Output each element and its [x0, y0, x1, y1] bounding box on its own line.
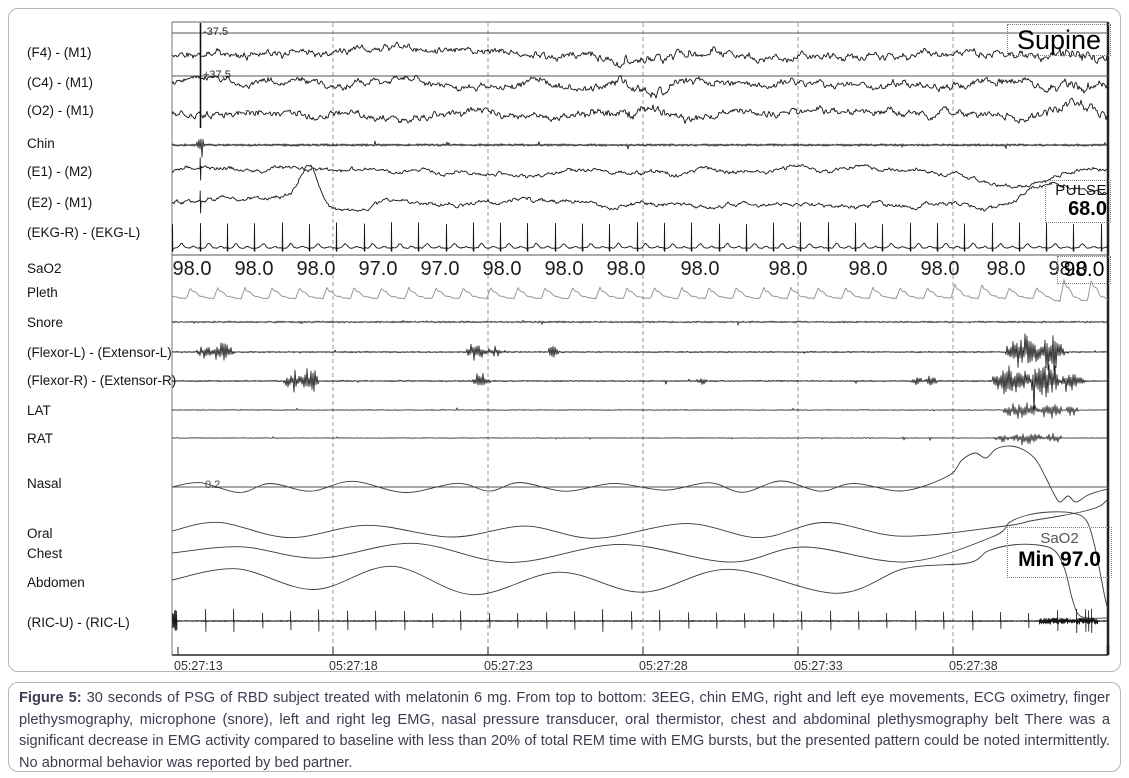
- sao2-value: 97.0: [358, 258, 398, 280]
- trace-path: [172, 445, 1108, 503]
- channel-label: SaO2: [27, 261, 62, 276]
- sao2-value: 98.0: [986, 258, 1026, 280]
- trace-path: [172, 498, 1108, 539]
- sao2-value: 98.0: [1048, 258, 1088, 280]
- sao2-value: 98.0: [606, 258, 646, 280]
- time-tick-label: 05:27:23: [484, 659, 533, 673]
- channel-label: (C4) - (M1): [27, 75, 93, 90]
- figure-caption: Figure 5: 30 seconds of PSG of RBD subje…: [19, 688, 1110, 774]
- sao2-min-value: Min 97.0: [1018, 548, 1101, 571]
- pulse-value: 68.0: [1068, 198, 1107, 220]
- sao2-min-label: SaO2: [1040, 530, 1079, 547]
- psg-figure-card: (F4) - (M1) (C4) - (M1) (O2) - (M1) Chin (E1…: [8, 8, 1121, 672]
- sao2-current-badge: 98.0: [1057, 256, 1111, 284]
- nasal-reference-label: 0.2: [205, 479, 221, 491]
- trace-path: [172, 41, 1108, 69]
- pulse-badge: PULSE 68.0: [1045, 180, 1111, 223]
- trace-path: [172, 319, 1108, 326]
- trace-group: [172, 41, 1108, 634]
- sao2-value: 98.0: [920, 258, 960, 280]
- channel-label: (E1) - (M2): [27, 164, 93, 179]
- channel-label: Oral: [27, 526, 53, 541]
- sao2-value: 98.0: [848, 258, 888, 280]
- time-tick-label: 05:27:38: [949, 659, 998, 673]
- trace-path: [172, 74, 1108, 99]
- sao2-value: 98.0: [172, 258, 212, 280]
- channel-label: Chest: [27, 546, 63, 561]
- pulse-label: PULSE: [1055, 182, 1107, 199]
- channel-label: LAT: [27, 403, 51, 418]
- channel-label: (EKG-R) - (EKG-L): [27, 225, 141, 240]
- time-tick-label: 05:27:18: [329, 659, 378, 673]
- sao2-value: 97.0: [420, 258, 460, 280]
- trace-path: [172, 279, 1108, 302]
- channel-label: RAT: [27, 431, 53, 446]
- time-tick-label: 05:27:33: [794, 659, 843, 673]
- body-position-badge: Supine: [1007, 24, 1111, 56]
- sao2-value: 98.0: [234, 258, 274, 280]
- channel-label: Nasal: [27, 476, 62, 491]
- trace-path: [172, 157, 1108, 189]
- channel-label: Chin: [27, 136, 55, 151]
- trace-path: [172, 164, 1108, 214]
- sao2-min-badge: SaO2 Min 97.0: [1007, 527, 1112, 578]
- channel-label: (Flexor-L) - (Extensor-L): [27, 345, 172, 360]
- channel-label: Abdomen: [27, 575, 85, 590]
- figure-caption-label: Figure 5:: [19, 690, 82, 706]
- sao2-value: 98.0: [768, 258, 808, 280]
- channel-label: Snore: [27, 315, 64, 330]
- trace-path: [172, 608, 1108, 634]
- sao2-value: 98.0: [680, 258, 720, 280]
- eeg-scale-top-label: -37.5: [203, 26, 229, 38]
- channel-label: (F4) - (M1): [27, 45, 92, 60]
- trace-path: [172, 543, 1108, 619]
- sao2-value: 98.0: [544, 258, 584, 280]
- trace-path: [172, 333, 1108, 373]
- trace-path: [172, 402, 1108, 420]
- time-tick-label: 05:27:13: [174, 659, 223, 673]
- channel-label: (O2) - (M1): [27, 103, 94, 118]
- trace-path: [172, 432, 1108, 446]
- plot-frame: [171, 21, 1110, 656]
- trace-path: [172, 138, 1108, 158]
- channel-label: Pleth: [27, 285, 58, 300]
- eeg-scale-bottom-label: +37.5: [203, 69, 231, 81]
- trace-path: [172, 97, 1108, 124]
- channel-label: (Flexor-R) - (Extensor-R): [27, 373, 177, 388]
- sao2-value: 98.0: [296, 258, 336, 280]
- trace-path: [172, 511, 1108, 611]
- trace-path: [172, 222, 1108, 252]
- sao2-value: 98.0: [482, 258, 522, 280]
- time-tick-label: 05:27:28: [639, 659, 688, 673]
- figure-caption-text: 30 seconds of PSG of RBD subject treated…: [19, 690, 1111, 771]
- trace-path: [172, 364, 1108, 416]
- figure-caption-card: Figure 5: 30 seconds of PSG of RBD subje…: [8, 682, 1121, 772]
- channel-label: (RIC-U) - (RIC-L): [27, 615, 130, 630]
- channel-label: (E2) - (M1): [27, 195, 93, 210]
